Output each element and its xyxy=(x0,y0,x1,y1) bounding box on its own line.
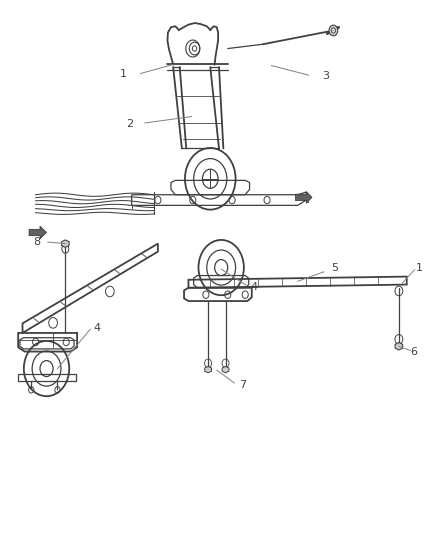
Text: 5: 5 xyxy=(331,263,338,273)
Polygon shape xyxy=(222,367,229,373)
Text: 4: 4 xyxy=(251,282,258,292)
Text: 1: 1 xyxy=(416,263,423,272)
Text: 1: 1 xyxy=(120,69,127,79)
Polygon shape xyxy=(29,226,46,239)
Text: 2: 2 xyxy=(126,119,133,129)
Polygon shape xyxy=(205,367,212,373)
Polygon shape xyxy=(395,343,403,350)
Circle shape xyxy=(329,25,338,36)
Text: 7: 7 xyxy=(240,380,247,390)
Text: 3: 3 xyxy=(322,71,329,81)
Polygon shape xyxy=(295,191,312,203)
Polygon shape xyxy=(61,240,69,247)
Text: 8: 8 xyxy=(33,237,40,247)
Text: 4: 4 xyxy=(93,322,100,333)
Text: 6: 6 xyxy=(410,346,417,357)
